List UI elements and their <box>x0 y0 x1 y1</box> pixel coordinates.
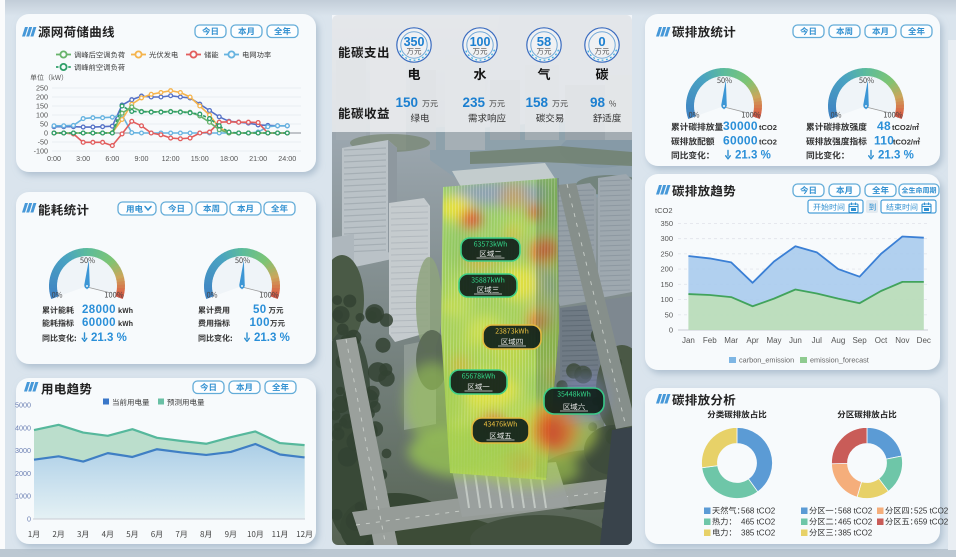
svg-text:2: 2 <box>918 138 921 144</box>
svg-text:60000: 60000 <box>82 317 116 329</box>
svg-text:15:00: 15:00 <box>191 154 209 163</box>
svg-text:235: 235 <box>462 95 485 110</box>
svg-text:200: 200 <box>660 265 673 274</box>
svg-text:24:00: 24:00 <box>278 154 296 163</box>
svg-text:58: 58 <box>537 34 551 49</box>
svg-text:4000: 4000 <box>15 423 31 432</box>
svg-text:Apr: Apr <box>746 336 759 345</box>
svg-text:2: 2 <box>917 123 920 129</box>
svg-text:568 tCO2: 568 tCO2 <box>838 507 873 516</box>
svg-text:50: 50 <box>40 120 48 129</box>
svg-text:28000: 28000 <box>82 304 116 316</box>
svg-text:100: 100 <box>250 317 270 329</box>
svg-text:Dec: Dec <box>917 336 931 345</box>
svg-text:tCO2: tCO2 <box>759 123 777 132</box>
svg-text:1000: 1000 <box>15 492 31 501</box>
svg-text:12:00: 12:00 <box>162 154 180 163</box>
svg-text:0: 0 <box>27 515 31 524</box>
svg-text:-50: -50 <box>38 138 48 147</box>
svg-text:465 tCO2: 465 tCO2 <box>838 518 873 527</box>
svg-text:tCO2: tCO2 <box>759 138 777 147</box>
svg-text:60000: 60000 <box>723 134 758 148</box>
svg-text:18:00: 18:00 <box>220 154 238 163</box>
svg-text:100: 100 <box>470 35 491 49</box>
svg-text:Oct: Oct <box>875 336 888 345</box>
svg-text:150: 150 <box>36 102 48 111</box>
svg-text:Aug: Aug <box>831 336 845 345</box>
svg-text:carbon_emission: carbon_emission <box>739 356 794 365</box>
svg-text:-100: -100 <box>34 147 48 156</box>
svg-text:350: 350 <box>404 35 425 49</box>
svg-text:5000: 5000 <box>15 401 31 410</box>
svg-text:3000: 3000 <box>15 446 31 455</box>
svg-text:tCO2: tCO2 <box>655 206 673 215</box>
svg-text:Jun: Jun <box>789 336 802 345</box>
svg-text:150: 150 <box>395 95 418 110</box>
svg-text:21.3 %: 21.3 % <box>735 150 771 162</box>
svg-text:0: 0 <box>598 34 605 49</box>
svg-text:659 tCO2: 659 tCO2 <box>914 518 949 527</box>
svg-text:250: 250 <box>660 249 673 258</box>
svg-text:tCO2/m: tCO2/m <box>892 123 919 132</box>
svg-text:0: 0 <box>669 326 673 335</box>
svg-text:158: 158 <box>525 95 548 110</box>
svg-text:21.3 %: 21.3 % <box>254 332 290 344</box>
svg-text:48: 48 <box>877 119 891 133</box>
svg-text:May: May <box>766 336 781 345</box>
svg-text:50: 50 <box>253 304 267 316</box>
svg-text:2000: 2000 <box>15 469 31 478</box>
svg-text:385 tCO2: 385 tCO2 <box>838 529 873 538</box>
svg-text:385 tCO2: 385 tCO2 <box>741 529 776 538</box>
svg-text:50: 50 <box>665 310 673 319</box>
svg-text:110: 110 <box>874 134 894 148</box>
svg-text:250: 250 <box>36 84 48 93</box>
svg-text:100: 100 <box>660 295 673 304</box>
svg-text:0: 0 <box>44 129 48 138</box>
svg-text:21.3 %: 21.3 % <box>91 332 127 344</box>
svg-text:30000: 30000 <box>723 119 758 133</box>
svg-text:150: 150 <box>660 280 673 289</box>
svg-text:98: 98 <box>590 95 606 110</box>
svg-text:21.3 %: 21.3 % <box>878 150 914 162</box>
svg-text:200: 200 <box>36 93 48 102</box>
svg-text:465 tCO2: 465 tCO2 <box>741 518 776 527</box>
svg-text:350: 350 <box>660 219 673 228</box>
svg-text:Sep: Sep <box>852 336 867 345</box>
svg-text:emission_forecast: emission_forecast <box>810 356 869 365</box>
svg-text:Feb: Feb <box>703 336 717 345</box>
svg-text:Jan: Jan <box>682 336 695 345</box>
svg-text:3:00: 3:00 <box>76 154 90 163</box>
svg-text:Nov: Nov <box>895 336 909 345</box>
svg-text:Mar: Mar <box>724 336 738 345</box>
svg-text:100: 100 <box>36 111 48 120</box>
svg-text:6:00: 6:00 <box>105 154 119 163</box>
svg-text:300: 300 <box>660 234 673 243</box>
svg-text:9:00: 9:00 <box>134 154 148 163</box>
svg-text:568 tCO2: 568 tCO2 <box>741 507 776 516</box>
svg-text:21:00: 21:00 <box>249 154 267 163</box>
svg-text:Jul: Jul <box>812 336 822 345</box>
svg-text:525 tCO2: 525 tCO2 <box>914 507 949 516</box>
svg-text:0:00: 0:00 <box>47 154 61 163</box>
svg-text:tCO2/m: tCO2/m <box>893 138 920 147</box>
